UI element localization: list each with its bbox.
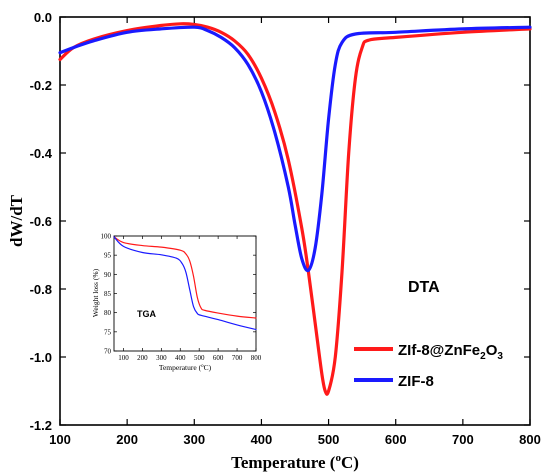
legend-label-zif8-znfe2o3-sub2: 3 [497, 351, 503, 362]
main-y-tick-label-3: -0.4 [30, 146, 53, 161]
main-y-tick-label-5: -0.8 [30, 282, 52, 297]
legend-label-zif8-znfe2o3-part2: O [486, 342, 498, 359]
inset-y-tick-label-4: 85 [104, 290, 112, 298]
main-y-tick-label-6: -1.0 [30, 350, 52, 365]
dta-annotation: DTA [408, 279, 440, 296]
legend: ZIf-8@ZnFe2O3 ZIF-8 [354, 342, 503, 390]
tga-annotation: TGA [137, 309, 156, 319]
main-x-tick-label-7: 700 [452, 432, 474, 447]
legend-label-zif8: ZIF-8 [398, 373, 434, 390]
inset-y-tick-label-3: 90 [104, 271, 112, 279]
inset-x-tick-label-1: 100 [118, 354, 129, 362]
inset-y-tick-label-2: 95 [104, 252, 112, 260]
legend-label-zif8-znfe2o3-part1: ZIf-8@ZnFe [398, 342, 480, 359]
main-x-axis-title-sup: o [335, 452, 341, 464]
inset-ticks-group: 100 200 300 400 500 600 700 800 100 95 90 85 80 75 70 [101, 233, 262, 363]
inset-series-line-1 [113, 236, 257, 319]
main-y-tick-label-2: -0.2 [30, 78, 52, 93]
legend-label-zif8-znfe2o3-sub1: 2 [480, 351, 486, 362]
inset-x-tick-label-8: 800 [251, 354, 262, 362]
inset-x-tick-label-4: 400 [175, 354, 186, 362]
inset-x-tick-label-7: 700 [232, 354, 243, 362]
main-y-tick-label-7: -1.2 [30, 418, 52, 433]
main-x-axis-title-main: Temperature ( [231, 453, 336, 472]
inset-x-tick-label-6: 600 [213, 354, 224, 362]
inset-series-group [113, 236, 257, 331]
inset-x-tick-label-3: 300 [156, 354, 167, 362]
main-series-group [58, 22, 532, 396]
main-x-tick-label-8: 800 [519, 432, 541, 447]
main-x-tick-label-5: 500 [318, 432, 340, 447]
main-series-line-1 [58, 22, 532, 396]
main-x-tick-label-1: 100 [49, 432, 71, 447]
main-x-tick-label-2: 200 [116, 432, 138, 447]
main-y-axis-title: dW/dT [7, 194, 26, 247]
main-y-tick-label-4: -0.6 [30, 214, 52, 229]
main-x-tick-label-3: 300 [183, 432, 205, 447]
main-y-tick-label-1: 0.0 [34, 10, 52, 25]
main-x-tick-label-6: 600 [385, 432, 407, 447]
main-x-axis-title-tail: C) [341, 453, 359, 472]
inset-x-axis-title: Temperature (oC) [159, 363, 212, 372]
inset-x-axis-title-tail: C) [204, 363, 212, 372]
inset-y-tick-label-7: 70 [104, 348, 112, 356]
main-series-line-2 [58, 25, 532, 273]
inset-y-tick-label-5: 80 [104, 309, 112, 317]
main-ticks-group: 100 200 300 400 500 600 700 800 0.0 -0.2 -0.4 -0.6 -… [30, 10, 541, 447]
main-x-tick-label-4: 400 [251, 432, 273, 447]
inset-x-axis-title-main: Temperature ( [159, 363, 202, 372]
inset-x-tick-label-2: 200 [137, 354, 148, 362]
legend-label-zif8-znfe2o3: ZIf-8@ZnFe2O3 [398, 342, 503, 362]
inset-y-axis-title: Weight loss (%) [91, 268, 100, 317]
inset-y-tick-label-1: 100 [101, 233, 112, 241]
inset-series-line-2 [113, 236, 257, 331]
inset-y-tick-label-6: 75 [104, 328, 112, 336]
main-x-axis-title: Temperature (oC) [231, 452, 359, 472]
inset-x-tick-label-5: 500 [194, 354, 205, 362]
inset-x-axis-title-sup: o [201, 364, 204, 369]
